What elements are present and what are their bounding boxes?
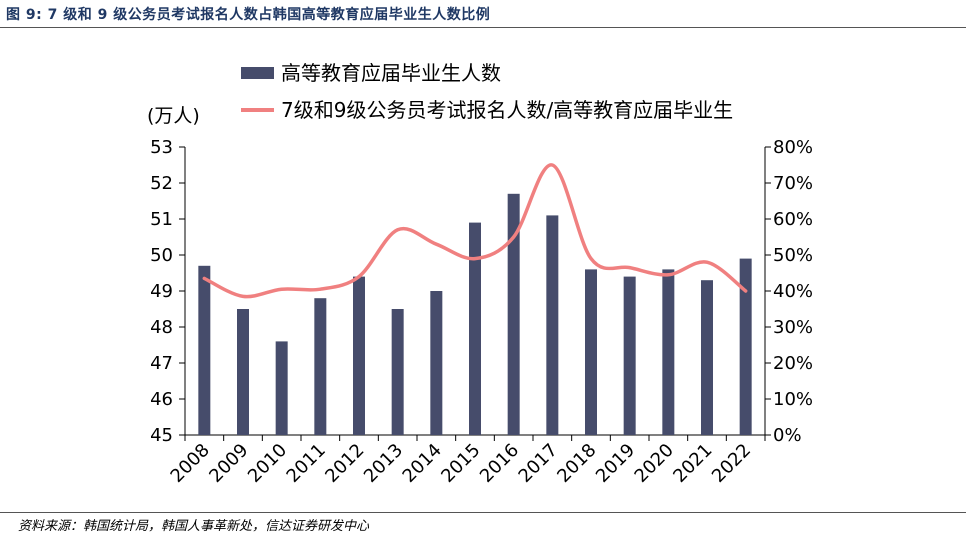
bar <box>662 269 675 435</box>
y-tick-label: 45 <box>150 425 173 446</box>
bar <box>739 258 752 435</box>
line-point <box>666 273 670 277</box>
legend-swatch-bar <box>241 67 274 79</box>
bar <box>430 291 443 435</box>
line-point <box>628 266 632 270</box>
bar <box>469 222 481 435</box>
line-point <box>280 287 284 291</box>
bar <box>623 276 636 435</box>
y2-tick-label: 40% <box>773 281 813 302</box>
x-tick-label: 2009 <box>205 440 252 487</box>
line-point <box>357 275 361 279</box>
bar-series <box>198 193 752 435</box>
x-tick-label: 2012 <box>321 440 368 487</box>
line-series-path <box>202 163 748 299</box>
bar <box>507 193 520 435</box>
y2-tick-label: 60% <box>773 209 813 230</box>
y-tick-label: 49 <box>150 281 173 302</box>
top-divider <box>0 27 966 28</box>
line-point <box>550 163 554 167</box>
x-tick-label: 2010 <box>244 440 291 487</box>
line-series <box>202 163 748 299</box>
y2-tick-label: 10% <box>773 389 813 410</box>
x-tick-label: 2017 <box>515 440 562 487</box>
y-tick-label: 50 <box>150 245 173 266</box>
y2-tick-label: 80% <box>773 137 813 158</box>
y2-tick-label: 70% <box>773 173 813 194</box>
line-point <box>589 257 593 261</box>
combo-chart: 高等教育应届毕业生人数 7级和9级公务员考试报名人数/高等教育应届毕业生 (万人… <box>147 61 813 487</box>
y-axis-unit-label: (万人) <box>147 105 200 127</box>
line-point <box>744 289 748 293</box>
x-tick-label: 2018 <box>553 440 600 487</box>
y-tick-label: 52 <box>150 173 173 194</box>
y-tick-label: 48 <box>150 317 173 338</box>
bar <box>585 269 597 435</box>
x-tick-label: 2020 <box>631 440 678 487</box>
tick-labels: 45 46 47 48 49 50 51 52 53 0% 10% 20% 30% 40% 50% 60% 70… <box>150 137 813 487</box>
bar <box>391 309 404 435</box>
y-tick-label: 47 <box>150 353 173 374</box>
x-tick-label: 2014 <box>399 440 446 487</box>
y-tick-label: 46 <box>150 389 173 410</box>
x-tick-label: 2015 <box>437 440 484 487</box>
line-point <box>512 235 516 239</box>
legend-label-bar: 高等教育应届毕业生人数 <box>281 61 501 85</box>
x-tick-label: 2016 <box>476 440 523 487</box>
figure-title: 图 9: 7 级和 9 级公务员考试报名人数占韩国高等教育应届毕业生人数比例 <box>6 7 491 23</box>
bar <box>314 298 327 435</box>
bar <box>353 276 365 435</box>
x-tick-label: 2008 <box>167 440 214 487</box>
line-point <box>473 257 477 261</box>
y2-tick-label: 50% <box>773 245 813 266</box>
line-point <box>202 276 206 280</box>
source-note: 资料来源：韩国统计局，韩国人事革新处，信达证券研发中心 <box>18 519 370 534</box>
legend: 高等教育应届毕业生人数 7级和9级公务员考试报名人数/高等教育应届毕业生 <box>241 61 733 122</box>
line-point <box>705 260 709 264</box>
bar <box>275 341 288 435</box>
x-tick-label: 2021 <box>669 440 716 487</box>
x-tick-label: 2013 <box>360 440 407 487</box>
bar <box>198 265 211 435</box>
line-point <box>318 287 322 291</box>
legend-label-line: 7级和9级公务员考试报名人数/高等教育应届毕业生 <box>281 98 733 122</box>
line-point <box>434 242 438 246</box>
y-tick-label: 53 <box>150 137 173 158</box>
bottom-divider <box>0 512 966 513</box>
bar <box>546 215 559 435</box>
bar <box>237 309 249 435</box>
bar <box>701 280 713 435</box>
line-point <box>396 228 400 232</box>
x-tick-label: 2022 <box>708 440 755 487</box>
y2-tick-label: 30% <box>773 317 813 338</box>
y2-tick-label: 0% <box>773 425 802 446</box>
y2-tick-label: 20% <box>773 353 813 374</box>
line-point <box>241 294 245 298</box>
y-tick-label: 51 <box>150 209 173 230</box>
x-tick-label: 2019 <box>592 440 639 487</box>
x-tick-label: 2011 <box>283 440 330 487</box>
